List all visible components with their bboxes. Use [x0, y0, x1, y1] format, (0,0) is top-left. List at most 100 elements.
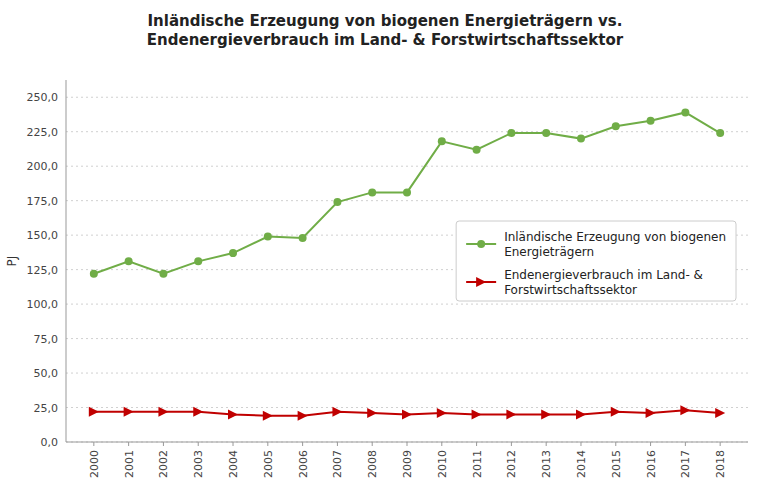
x-tick [407, 442, 408, 446]
title: Inländische Erzeugung von biogenen Energ… [147, 12, 624, 49]
point [368, 188, 376, 196]
y-tick-label: 225,0 [27, 126, 59, 139]
point [506, 409, 516, 419]
point [541, 409, 551, 419]
point [647, 117, 655, 125]
y-tick-label: 25,0 [34, 402, 59, 415]
x-tick [476, 442, 477, 446]
x-tick-label: 2003 [192, 450, 205, 478]
x-tick-label: 2002 [157, 450, 170, 478]
x-tick-label: 2015 [610, 450, 623, 478]
y-tick-label: 250,0 [27, 91, 59, 104]
x-tick [233, 442, 234, 446]
grid [66, 97, 748, 442]
y-tick-label: 200,0 [27, 160, 59, 173]
x-tick [441, 442, 442, 446]
x-tick [546, 442, 547, 446]
y-tick-label: 175,0 [27, 195, 59, 208]
x-tick-label: 2011 [471, 450, 484, 478]
x-tick [337, 442, 338, 446]
legend-item: Inländische Erzeugung von biogenenEnergi… [466, 230, 726, 259]
grid-line [66, 407, 748, 408]
x-tick-label: 2009 [401, 450, 414, 478]
x-tick [650, 442, 651, 446]
point [228, 409, 238, 419]
point [402, 409, 412, 419]
point [473, 146, 481, 154]
point [576, 409, 586, 419]
point [90, 270, 98, 278]
x-tick-label: 2014 [575, 450, 588, 478]
grid-line [66, 304, 748, 305]
point [507, 129, 515, 137]
x-tick [93, 442, 94, 446]
point [194, 257, 202, 265]
x-tick [372, 442, 373, 446]
y-axis-label: PJ [5, 256, 19, 267]
grid-line [66, 373, 748, 374]
x-tick [685, 442, 686, 446]
point [715, 408, 725, 418]
legend-box [456, 221, 736, 301]
point [680, 405, 690, 415]
point [298, 411, 308, 421]
point [229, 249, 237, 257]
x-tick [198, 442, 199, 446]
grid-line [66, 200, 748, 201]
point [89, 407, 99, 417]
point [577, 135, 585, 143]
y-tick-label: 125,0 [27, 264, 59, 277]
point [124, 407, 134, 417]
x-tick [511, 442, 512, 446]
grid-line [66, 131, 748, 132]
point [367, 408, 377, 418]
x-tick [615, 442, 616, 446]
point [403, 188, 411, 196]
x-tick-label: 2004 [227, 450, 240, 478]
y-axis-line [66, 80, 67, 442]
point [437, 408, 447, 418]
point [438, 137, 446, 145]
y-tick-label: 50,0 [34, 367, 59, 380]
point [125, 257, 133, 265]
x-tick-label: 2016 [645, 450, 658, 478]
x-tick [302, 442, 303, 446]
y-tick-label: 0,0 [41, 436, 59, 449]
x-tick-label: 2010 [436, 450, 449, 478]
point [158, 407, 168, 417]
point [264, 233, 272, 241]
x-tick-label: 2017 [679, 450, 692, 478]
legend-marker [476, 277, 486, 287]
legend-marker [477, 240, 485, 248]
point [299, 234, 307, 242]
grid-line [66, 166, 748, 167]
y-tick-label: 150,0 [27, 229, 59, 242]
x-tick [267, 442, 268, 446]
point [612, 122, 620, 130]
point [611, 407, 621, 417]
point [542, 129, 550, 137]
point [159, 270, 167, 278]
x-tick [163, 442, 164, 446]
legend-label: Endenergieverbrauch im Land- &Forstwirts… [504, 268, 703, 297]
legend-item: Endenergieverbrauch im Land- &Forstwirts… [466, 268, 703, 297]
x-tick-label: 2000 [88, 450, 101, 478]
point [681, 108, 689, 116]
x-tick [580, 442, 581, 446]
point [472, 409, 482, 419]
chart: Inländische Erzeugung von biogenen Energ… [0, 0, 770, 500]
x-tick-label: 2012 [505, 450, 518, 478]
y-tick-label: 75,0 [34, 333, 59, 346]
x-tick-label: 2008 [366, 450, 379, 478]
x-tick-label: 2001 [123, 450, 136, 478]
point [333, 198, 341, 206]
point [263, 411, 273, 421]
y-tick-label: 100,0 [27, 298, 59, 311]
point [332, 407, 342, 417]
point [193, 407, 203, 417]
x-tick-label: 2006 [297, 450, 310, 478]
x-tick-label: 2007 [331, 450, 344, 478]
x-tick [720, 442, 721, 446]
x-tick-label: 2018 [714, 450, 727, 478]
grid-line [66, 97, 748, 98]
